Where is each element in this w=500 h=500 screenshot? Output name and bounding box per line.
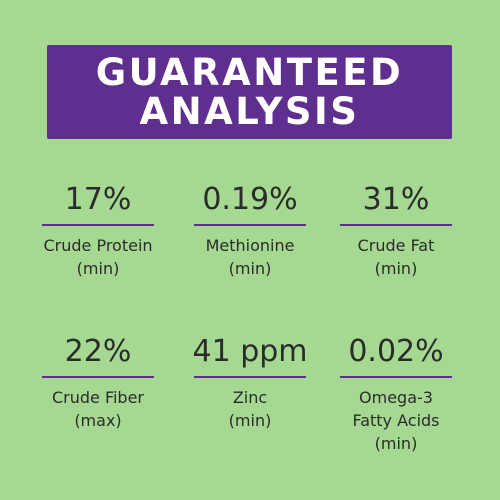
title-line-2: ANALYSIS (139, 90, 360, 133)
nutrient-crude-protein: 17% Crude Protein (min) (28, 182, 168, 280)
nutrient-label: Crude Fiber (max) (52, 386, 144, 432)
nutrient-crude-fiber: 22% Crude Fiber (max) (28, 334, 168, 432)
nutrient-value: 17% (64, 182, 132, 217)
nutrient-zinc: 41 ppm Zinc (min) (180, 334, 320, 432)
nutrient-label-line: Omega-3 (359, 388, 433, 407)
nutrient-label-line: (min) (228, 411, 272, 430)
nutrient-label: Zinc (min) (229, 386, 272, 432)
nutrient-label-line: (min) (374, 259, 418, 278)
nutrient-label-line: Zinc (232, 388, 268, 407)
nutrient-label: Crude Fat (min) (358, 234, 435, 280)
nutrient-methionine: 0.19% Methionine (min) (180, 182, 320, 280)
nutrient-label-line: Crude Fiber (51, 388, 145, 407)
divider-rule (42, 224, 154, 226)
nutrient-omega-3: 0.02% Omega-3 Fatty Acids (min) (326, 334, 466, 455)
divider-rule (340, 376, 452, 378)
nutrient-value: 41 ppm (192, 334, 308, 369)
nutrient-label: Crude Protein (min) (43, 234, 152, 280)
nutrient-value: 0.19% (202, 182, 298, 217)
divider-rule (42, 376, 154, 378)
title-line-1: GUARANTEED (95, 51, 404, 94)
nutrient-label-line: Crude Fat (357, 236, 435, 255)
nutrient-label-line: Methionine (205, 236, 295, 255)
divider-rule (340, 224, 452, 226)
nutrient-label-line: (min) (228, 259, 272, 278)
nutrient-label: Methionine (min) (206, 234, 295, 280)
nutrient-label-line: Fatty Acids (352, 411, 440, 430)
nutrient-value: 31% (362, 182, 430, 217)
nutrient-value: 22% (64, 334, 132, 369)
title-banner: GUARANTEED ANALYSIS (47, 45, 452, 139)
divider-rule (194, 376, 306, 378)
nutrient-label-line: Crude Protein (43, 236, 153, 255)
nutrient-crude-fat: 31% Crude Fat (min) (326, 182, 466, 280)
divider-rule (194, 224, 306, 226)
nutrient-label-line: (min) (76, 259, 120, 278)
nutrient-label-line: (max) (74, 411, 122, 430)
nutrient-label-line: (min) (374, 434, 418, 453)
nutrient-label: Omega-3 Fatty Acids (min) (352, 386, 439, 455)
nutrient-value: 0.02% (348, 334, 444, 369)
